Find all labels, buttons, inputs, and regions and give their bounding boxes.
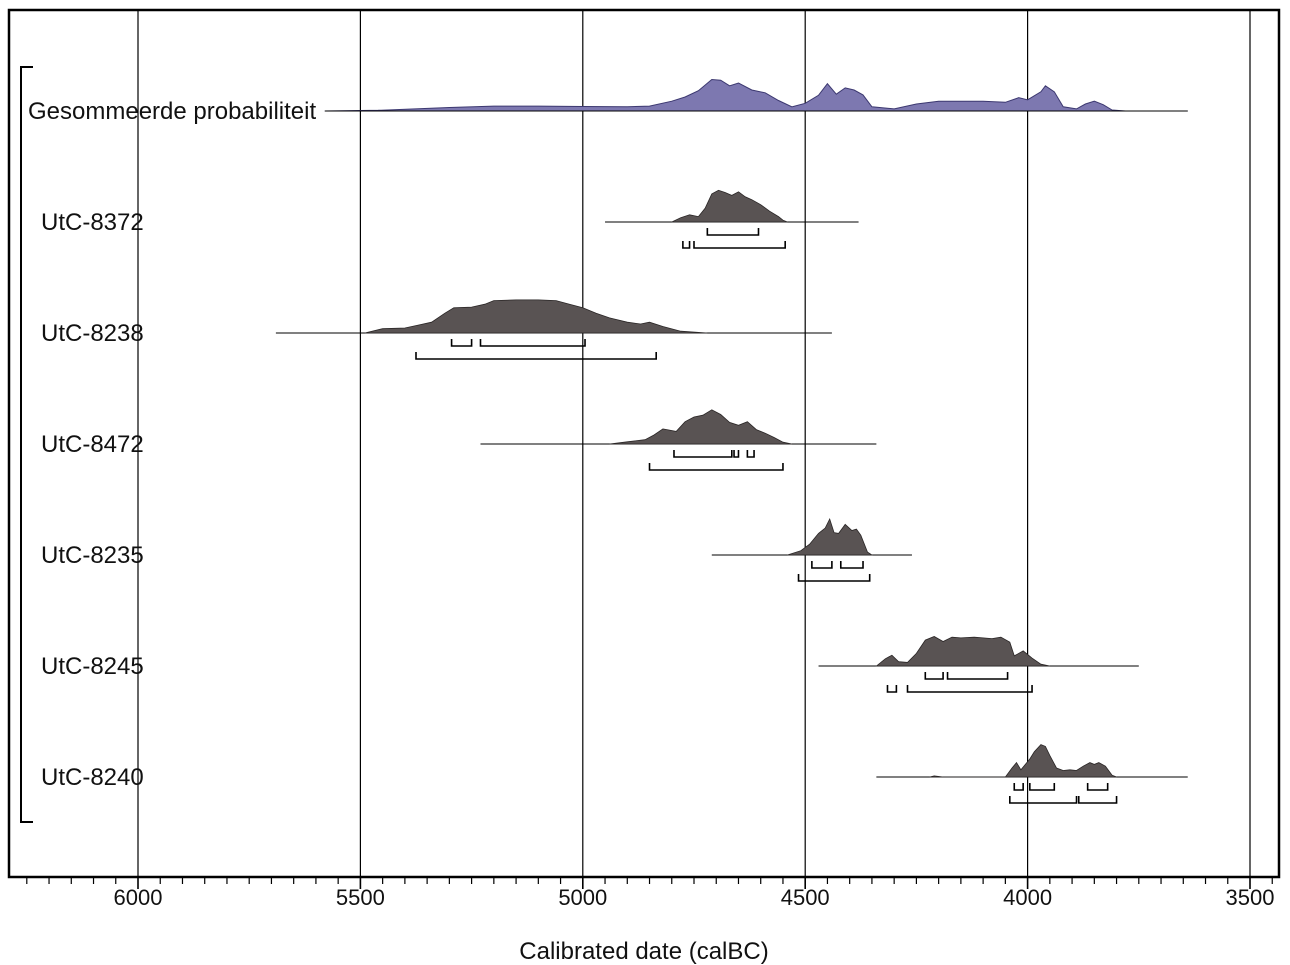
sample-row: UtC-8240 — [41, 744, 1188, 804]
sample-label: UtC-8372 — [41, 209, 144, 236]
sample-row: UtC-8472 — [41, 409, 877, 471]
sample-density — [364, 299, 708, 334]
sample-density — [875, 636, 1050, 667]
range-bracket — [450, 339, 473, 347]
range-bracket — [811, 561, 833, 569]
sample-row: UtC-8372 — [41, 189, 859, 249]
tick-label: 5500 — [336, 885, 385, 910]
tick-label: 3500 — [1226, 885, 1275, 910]
tick-label: 4500 — [781, 885, 830, 910]
sample-row: UtC-8238 — [41, 299, 832, 360]
sample-density — [671, 189, 788, 223]
range-bracket — [415, 352, 657, 360]
tick-label: 6000 — [114, 885, 163, 910]
sample-row: UtC-8235 — [41, 517, 912, 582]
tick-label: 5000 — [558, 885, 607, 910]
range-bracket — [886, 685, 898, 693]
sample-density — [787, 517, 874, 556]
range-bracket — [479, 339, 586, 347]
x-axis-label: Calibrated date (calBC) — [519, 938, 768, 965]
range-bracket — [648, 463, 784, 471]
sample-label: UtC-8240 — [41, 764, 144, 791]
sample-label: UtC-8235 — [41, 542, 144, 569]
range-bracket — [797, 574, 871, 582]
range-bracket — [906, 685, 1033, 693]
range-bracket — [693, 241, 786, 249]
sample-rows: UtC-8372 UtC-8238 UtC-8472 UtC-8235 UtC-8245… — [41, 189, 1188, 804]
sample-density — [929, 744, 1117, 778]
sample-label: UtC-8472 — [41, 431, 144, 458]
range-bracket — [946, 672, 1009, 680]
tick-label: 4000 — [1003, 885, 1052, 910]
group-bracket — [20, 66, 33, 823]
range-bracket — [706, 228, 760, 236]
range-bracket — [924, 672, 944, 680]
range-bracket — [1086, 783, 1109, 791]
range-bracket — [1029, 783, 1056, 791]
summed-probability-label: Gesommeerde probabiliteit — [28, 98, 316, 125]
range-bracket — [839, 561, 864, 569]
range-bracket — [1013, 783, 1024, 791]
sample-row: UtC-8245 — [41, 636, 1139, 693]
summed-probability: Gesommeerde probabiliteit — [28, 78, 1188, 125]
range-bracket — [673, 450, 733, 458]
range-bracket — [746, 450, 755, 458]
sample-label: UtC-8245 — [41, 653, 144, 680]
gridlines — [137, 10, 1251, 877]
range-bracket — [1077, 796, 1118, 804]
plot-frame — [7, 8, 1281, 879]
range-bracket — [733, 450, 740, 458]
range-bracket — [682, 241, 691, 249]
summed-probability-area — [324, 78, 1188, 112]
range-bracket — [1009, 796, 1078, 804]
sample-density — [609, 409, 792, 445]
sample-label: UtC-8238 — [41, 320, 144, 347]
x-axis: 6000 5500 5000 4500 4000 3500 — [26, 877, 1275, 910]
